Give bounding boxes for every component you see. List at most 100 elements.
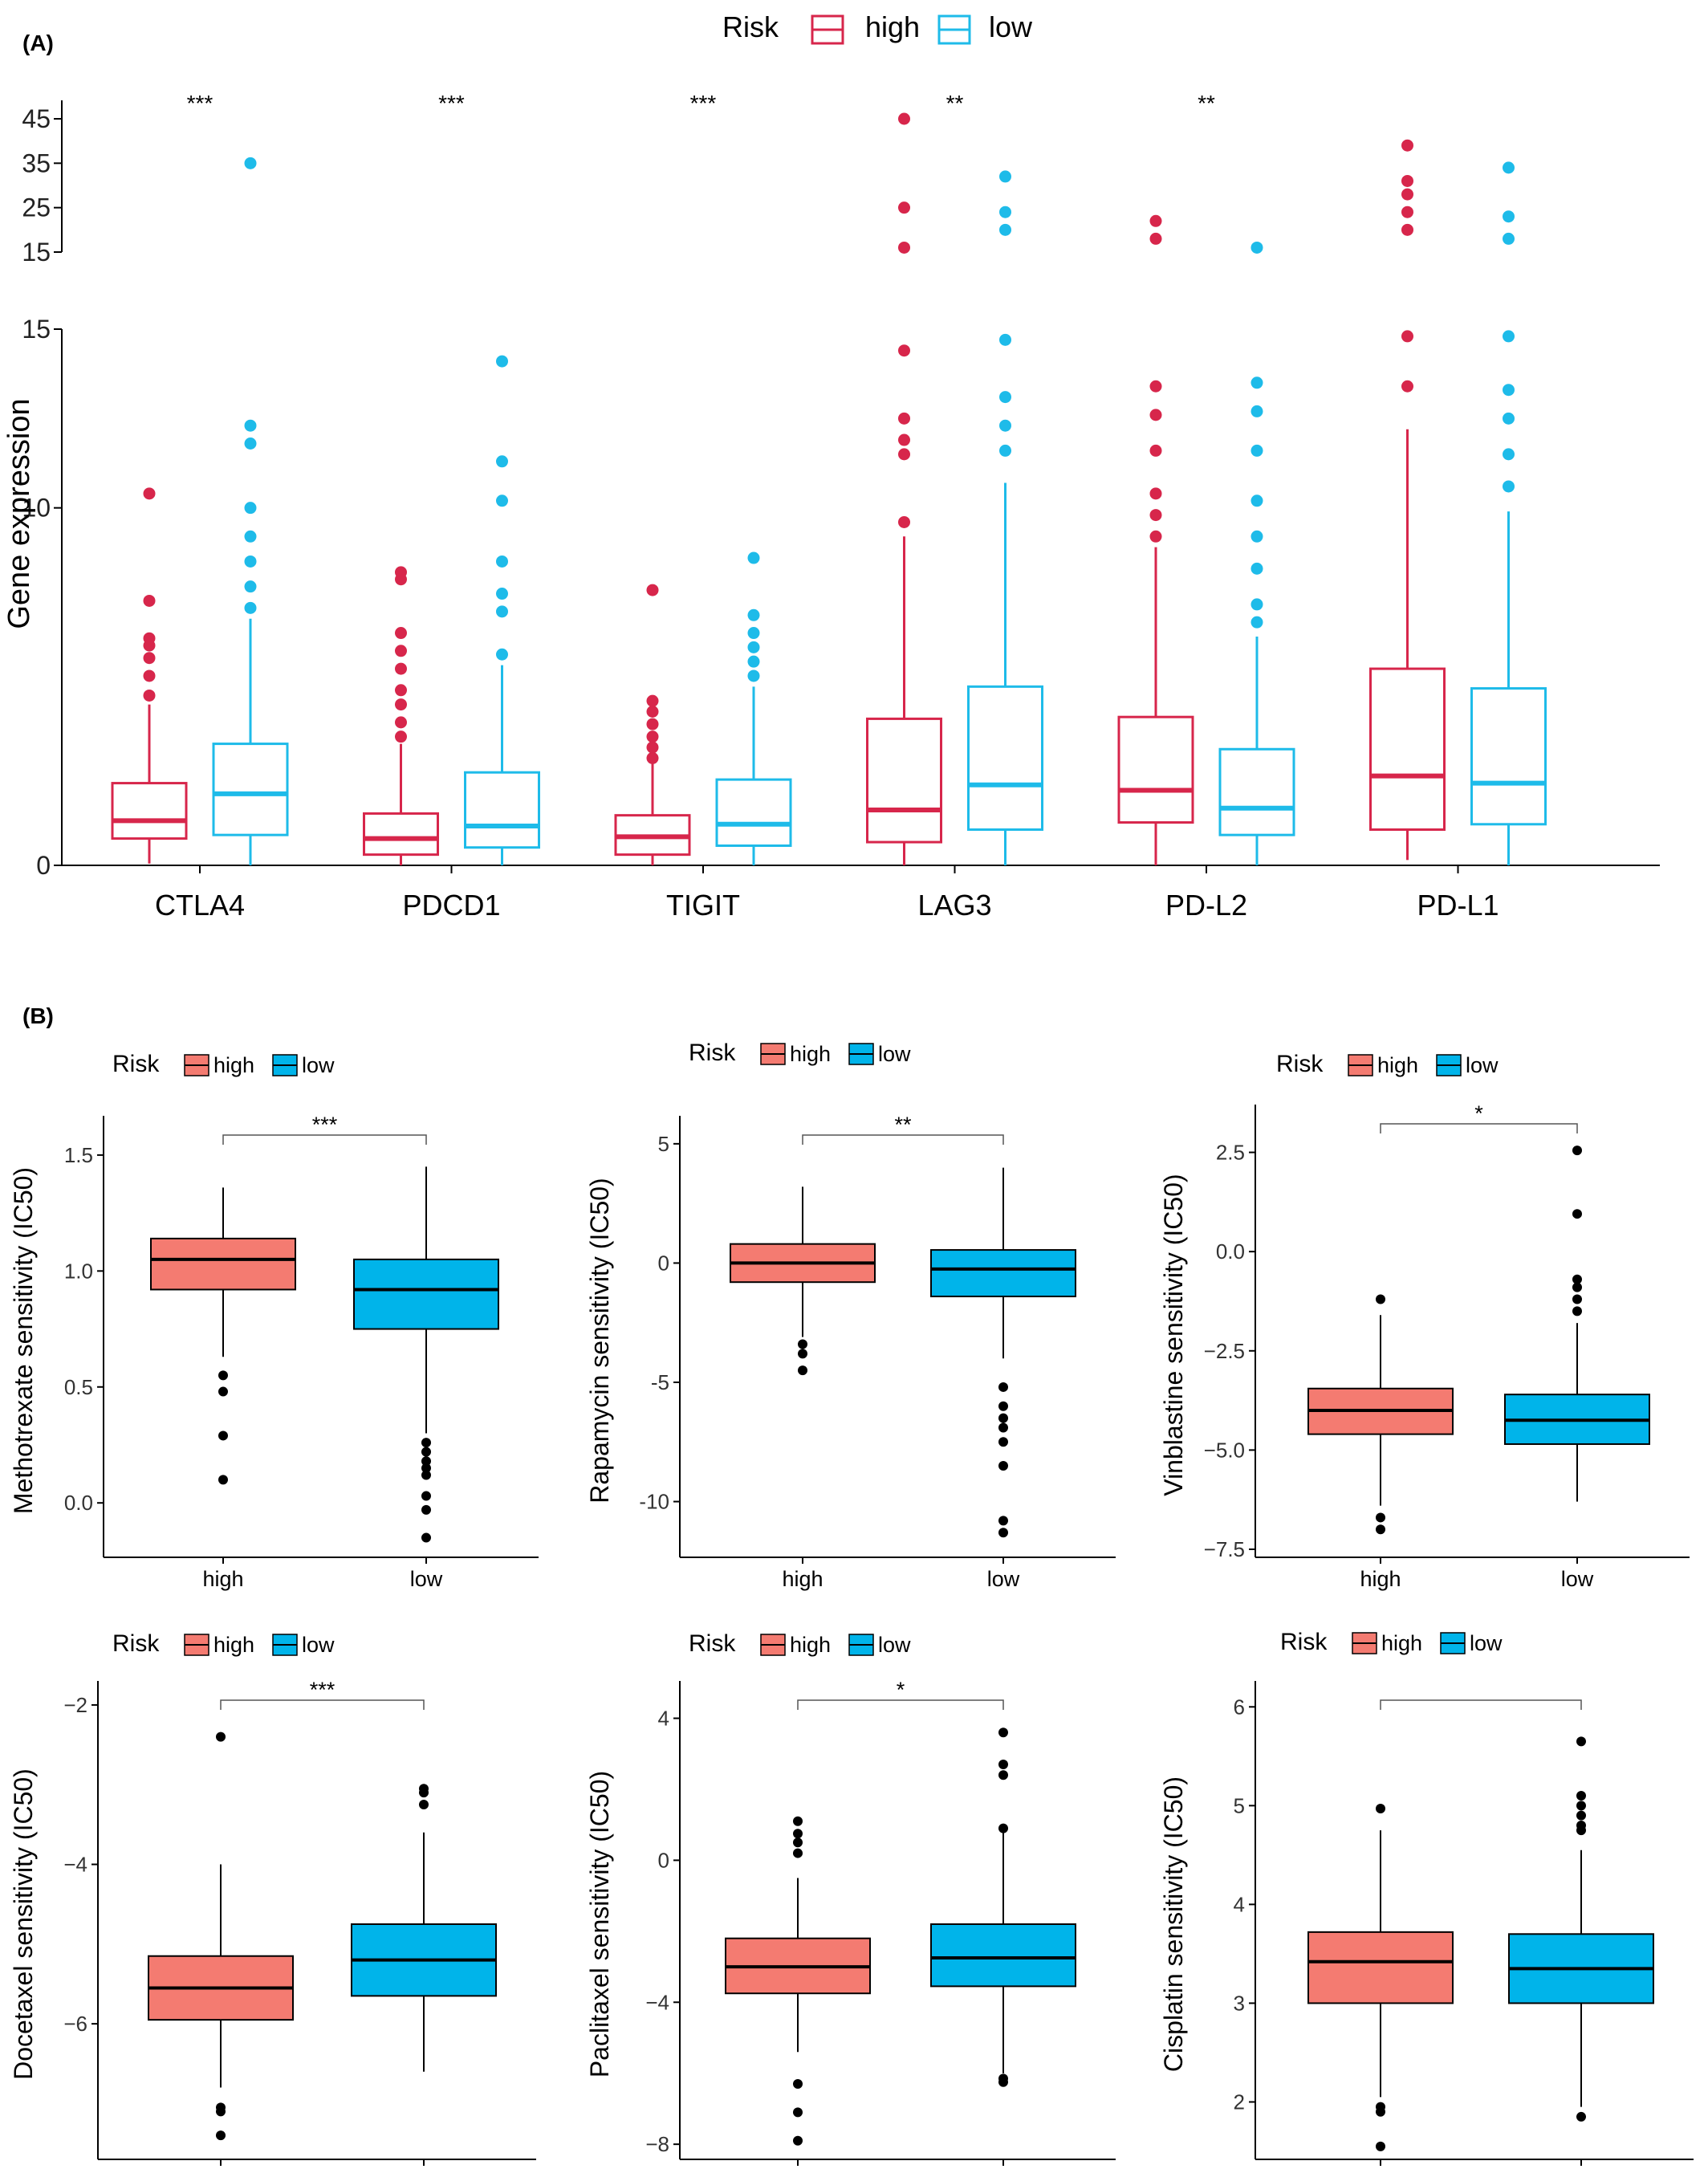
significance-label: ** bbox=[894, 1113, 912, 1137]
outlier-point bbox=[1250, 530, 1263, 543]
panel-b-chart-3: −7.5 −5.0 −2.5 0.0 2.5 Vinblastine sensitivit… bbox=[1159, 1051, 1690, 1591]
outlier-point bbox=[999, 223, 1011, 236]
y-axis-title: Docetaxel sensitivity (IC50) bbox=[9, 1768, 38, 2080]
y-tick-label: 0.5 bbox=[64, 1375, 93, 1399]
outlier-point bbox=[998, 2077, 1008, 2087]
significance-bracket bbox=[220, 1699, 425, 1710]
outlier-point bbox=[1503, 232, 1515, 245]
outlier-point bbox=[898, 201, 910, 214]
iqr-box bbox=[1307, 1931, 1454, 2004]
box-high bbox=[1307, 1294, 1454, 1535]
outlier-point bbox=[1572, 1274, 1582, 1284]
iqr-box bbox=[715, 778, 792, 848]
outlier-point bbox=[421, 1438, 431, 1448]
panel-b-chart-4: −6 −4 −2 Docetaxel sensitivity (IC50) Risk hi… bbox=[9, 1630, 536, 2166]
outlier-point bbox=[1576, 1810, 1586, 1821]
outlier-point bbox=[1376, 1512, 1385, 1523]
box-low bbox=[930, 1167, 1076, 1538]
outlier-point bbox=[216, 1732, 226, 1742]
panel-b-chart-1: 0.0 0.5 1.0 1.5 Methotrexate sensitivity (IC… bbox=[9, 1051, 539, 1591]
outlier-point bbox=[244, 555, 257, 568]
legend-label-high: high bbox=[865, 10, 920, 43]
x-tick-label-low: low bbox=[987, 1567, 1020, 1591]
y-axis-title: Gene expression bbox=[2, 398, 36, 629]
outlier-point bbox=[998, 1770, 1008, 1780]
outlier-point bbox=[143, 594, 156, 607]
legend-title: Risk bbox=[689, 1630, 736, 1657]
outlier-point bbox=[1576, 1736, 1586, 1747]
legend-title: Risk bbox=[689, 1040, 736, 1066]
y-axis-title: Vinblastine sensitivity (IC50) bbox=[1159, 1174, 1188, 1496]
outlier-point bbox=[1572, 1146, 1582, 1156]
iqr-box bbox=[866, 717, 942, 844]
outlier-point bbox=[421, 1463, 431, 1473]
x-tick-label-pdcd1: PDCD1 bbox=[402, 889, 500, 922]
outlier-point bbox=[421, 1470, 431, 1480]
y-tick-label: 3 bbox=[1234, 1991, 1245, 2015]
box-low bbox=[353, 1166, 499, 1543]
outlier-point bbox=[1250, 494, 1263, 507]
outlier-point bbox=[218, 1475, 228, 1485]
outlier-point bbox=[998, 1461, 1008, 1471]
outlier-point bbox=[798, 1365, 807, 1376]
outlier-point bbox=[793, 1816, 803, 1826]
outlier-point bbox=[1401, 206, 1413, 218]
significance-label: *** bbox=[438, 91, 465, 116]
outlier-point bbox=[1149, 214, 1162, 227]
iqr-box bbox=[967, 685, 1043, 831]
outlier-point bbox=[1149, 444, 1162, 457]
outlier-point bbox=[1401, 380, 1413, 393]
x-tick-label-tigit: TIGIT bbox=[666, 889, 740, 922]
box-pd-l2-high bbox=[1117, 214, 1194, 865]
significance-label: *** bbox=[187, 91, 214, 116]
outlier-point bbox=[999, 206, 1011, 218]
outlier-point bbox=[244, 580, 257, 593]
y-tick-label: 6 bbox=[1234, 1695, 1245, 1719]
iqr-box bbox=[1117, 715, 1194, 824]
iqr-box bbox=[930, 1923, 1076, 1988]
box-lag3-high bbox=[866, 112, 942, 865]
box-low bbox=[1508, 1736, 1654, 2122]
legend-label-low: low bbox=[878, 1633, 911, 1657]
y-tick-label: −4 bbox=[645, 1990, 669, 2014]
outlier-point bbox=[1250, 616, 1263, 629]
iqr-box bbox=[1218, 747, 1295, 836]
outlier-point bbox=[798, 1339, 807, 1349]
outlier-point bbox=[1401, 330, 1413, 343]
legend-label-low: low bbox=[302, 1633, 335, 1657]
outlier-point bbox=[1572, 1209, 1582, 1219]
box-ctla4-high bbox=[111, 487, 188, 864]
outlier-point bbox=[1401, 188, 1413, 201]
y-tick-label: 45 bbox=[22, 104, 51, 133]
box-pd-l2-low bbox=[1218, 241, 1295, 865]
outlier-point bbox=[496, 455, 508, 468]
y-tick-label: 35 bbox=[22, 149, 51, 177]
legend-label-high: high bbox=[214, 1633, 254, 1657]
box-low bbox=[1504, 1146, 1650, 1502]
legend-label-high: high bbox=[790, 1042, 831, 1066]
y-axis-title: Rapamycin sensitivity (IC50) bbox=[585, 1178, 614, 1503]
y-tick-label: 2 bbox=[1234, 2090, 1245, 2114]
y-tick-label: −4 bbox=[63, 1853, 87, 1877]
box-low bbox=[351, 1784, 497, 2072]
y-tick-label: −8 bbox=[645, 2132, 669, 2156]
outlier-point bbox=[998, 1422, 1008, 1433]
y-axis-title: Paclitaxel sensitivity (IC50) bbox=[585, 1771, 614, 2077]
outlier-point bbox=[646, 718, 659, 730]
box-pd-l1-low bbox=[1470, 161, 1547, 865]
box-high bbox=[150, 1187, 296, 1485]
significance-bracket bbox=[1380, 1123, 1578, 1133]
outlier-point bbox=[216, 2106, 226, 2117]
outlier-point bbox=[646, 741, 659, 754]
box-ctla4-low bbox=[212, 157, 289, 865]
outlier-point bbox=[747, 627, 760, 640]
box-tigit-high bbox=[614, 584, 691, 865]
outlier-point bbox=[1250, 562, 1263, 575]
outlier-point bbox=[1250, 241, 1263, 254]
outlier-point bbox=[998, 1382, 1008, 1392]
significance-label: ** bbox=[1198, 91, 1215, 116]
x-tick-label-high: high bbox=[1360, 1567, 1401, 1591]
outlier-point bbox=[244, 502, 257, 515]
outlier-point bbox=[395, 730, 407, 743]
